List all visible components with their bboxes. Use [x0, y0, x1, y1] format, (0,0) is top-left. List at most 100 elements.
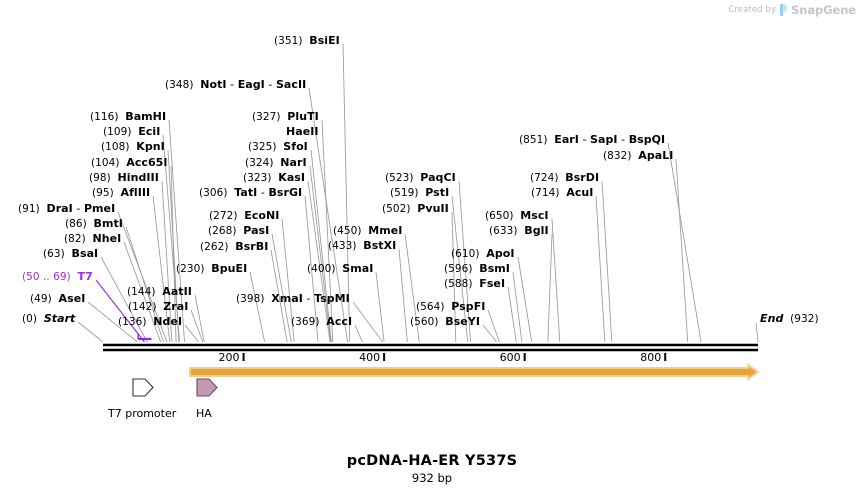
restriction-site-label[interactable]: (95) AflIII [92, 186, 151, 200]
leader-line [354, 324, 363, 343]
restriction-site-label[interactable]: (564) PspFI [416, 300, 486, 314]
restriction-site-label[interactable]: (108) KpnI [101, 141, 165, 154]
site-name: SacII [275, 78, 307, 91]
restriction-site-label[interactable]: (588) FseI [444, 277, 506, 291]
site-name: NarI [280, 156, 307, 169]
restriction-site-label[interactable]: (560) BseYI [410, 316, 480, 329]
feature-legend-t7-promoter[interactable]: T7 promoter [108, 407, 177, 420]
restriction-site-label[interactable]: (82) NheI [64, 233, 121, 246]
site-name: FseI [479, 277, 506, 290]
site-position: (272) [209, 210, 245, 222]
restriction-site-label[interactable]: (323) KasI [243, 171, 306, 185]
restriction-site-label[interactable]: (433) BstXI [328, 240, 396, 253]
site-position: (262) [200, 241, 236, 253]
restriction-site-label[interactable]: (142) ZraI [128, 301, 188, 314]
terminal-label[interactable]: End (932) [760, 313, 819, 326]
site-name: PstI [425, 186, 450, 199]
restriction-site-label[interactable]: (714) AcuI [531, 186, 594, 200]
terminal-label[interactable]: (0) Start [22, 313, 75, 326]
site-name: BsrDI [565, 171, 600, 184]
restriction-site-label[interactable]: (268) PasI [208, 225, 269, 238]
orf-arrow-bar[interactable] [189, 363, 760, 381]
site-name: BamHI [125, 110, 167, 123]
restriction-site-label[interactable]: (450) MmeI [333, 225, 402, 238]
site-position: (104) [91, 157, 127, 169]
site-position: (351) [274, 35, 310, 47]
restriction-site-label[interactable]: (91) DraI - PmeI [18, 202, 116, 216]
site-position: (650) [485, 210, 521, 222]
restriction-site-label[interactable]: (369) AccI [291, 316, 352, 329]
site-name: AflIII [120, 186, 151, 199]
site-name: PspFI [451, 300, 486, 313]
restriction-site-label[interactable]: (502) PvuII [382, 203, 449, 216]
restriction-site-label[interactable]: (325) SfoI [248, 141, 308, 154]
site-position: (519) [390, 187, 426, 199]
site-name: BspQI [628, 133, 666, 146]
feature-icon-ha-tag[interactable] [196, 378, 218, 397]
site-position: (323) [243, 172, 279, 184]
site-name: BglI [524, 224, 549, 237]
feature-legend-ha-tag[interactable]: HA [196, 407, 212, 420]
orf-bar-group [189, 363, 760, 381]
site-position: (306) [199, 187, 235, 199]
restriction-site-label[interactable]: (400) SmaI [307, 263, 373, 276]
site-position: (714) [531, 187, 567, 199]
restriction-site-label[interactable]: HaeII [286, 126, 319, 138]
leader-line [184, 324, 199, 343]
site-name: AcuI [566, 186, 594, 199]
restriction-site-label[interactable]: (610) ApoI [451, 248, 515, 261]
restriction-site-label[interactable]: (50 .. 69) T7 [22, 271, 93, 284]
restriction-site-label[interactable]: (832) ApaLI [603, 150, 673, 163]
site-position: (50 .. 69) [22, 271, 78, 283]
site-position: (144) [127, 286, 163, 298]
restriction-site-label[interactable]: (596) BsmI [444, 263, 510, 276]
restriction-site-label[interactable]: (136) NdeI [118, 316, 182, 329]
restriction-site-label[interactable]: (63) BsaI [43, 248, 98, 261]
restriction-site-label[interactable]: (144) AatII [127, 285, 192, 299]
site-position: (327) [252, 111, 288, 123]
restriction-site-label[interactable]: (327) PluTI [252, 111, 319, 124]
site-name: DraI [46, 202, 73, 215]
site-name: Acc65I [126, 156, 168, 169]
restriction-site-label[interactable]: (324) NarI [245, 156, 307, 170]
snapgene-credit: Created by SnapGene [728, 3, 856, 17]
restriction-site-label[interactable]: (262) BsrBI [200, 241, 268, 254]
site-name: KasI [278, 171, 306, 184]
restriction-site-label[interactable]: (109) EciI [103, 125, 161, 139]
restriction-site-label[interactable]: (523) PaqCI [385, 172, 456, 185]
restriction-site-label[interactable]: (348) NotI - EagI - SacII [165, 78, 307, 92]
site-name: PmeI [83, 202, 116, 215]
terminal-position: (0) [22, 313, 44, 325]
restriction-site-label[interactable]: (230) BpuEI [176, 263, 247, 276]
restriction-site-label[interactable]: (98) HindIII [89, 172, 159, 185]
restriction-site-label[interactable]: (519) PstI [390, 186, 450, 200]
restriction-site-label[interactable]: (398) XmaI - TspMI [236, 293, 350, 306]
site-name-separator: - [226, 78, 238, 91]
restriction-site-label[interactable]: (104) Acc65I [91, 156, 168, 170]
leader-line [512, 271, 523, 343]
site-position: (564) [416, 301, 452, 313]
ruler-number: 200 [218, 351, 240, 364]
leader-line [167, 149, 180, 343]
site-name: EciI [138, 125, 161, 138]
site-position: (633) [489, 225, 525, 237]
site-name: AatII [162, 285, 192, 298]
restriction-site-label[interactable]: (272) EcoNI [209, 210, 279, 223]
restriction-site-label[interactable]: (49) AseI [30, 293, 85, 306]
restriction-site-label[interactable]: (650) MscI [485, 210, 549, 223]
restriction-site-label[interactable]: (724) BsrDI [530, 171, 600, 185]
restriction-site-label[interactable]: (306) TatI - BsrGI [199, 187, 302, 200]
t7-promoter-marker [137, 334, 152, 341]
restriction-site-label[interactable]: (116) BamHI [90, 110, 167, 124]
restriction-site-label[interactable]: (633) BglI [489, 224, 549, 238]
terminal-position: (932) [783, 313, 819, 325]
restriction-site-label[interactable]: (851) EarI - SapI - BspQI [519, 133, 666, 147]
plasmid-size: 932 bp [411, 471, 453, 485]
feature-icon-t7-promoter[interactable] [132, 378, 154, 397]
site-position: (851) [519, 134, 555, 146]
restriction-site-label[interactable]: (351) BsiEI [274, 35, 340, 48]
site-position: (502) [382, 203, 418, 215]
restriction-site-label[interactable]: (86) BmtI [65, 218, 123, 231]
plasmid-name: pcDNA-HA-ER Y537S [346, 453, 518, 469]
leader-line [375, 271, 385, 343]
